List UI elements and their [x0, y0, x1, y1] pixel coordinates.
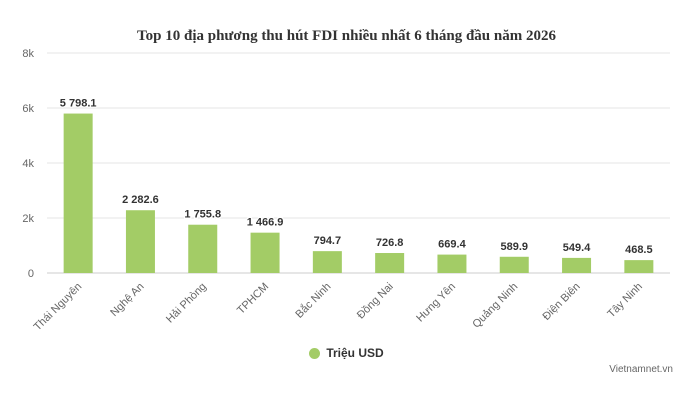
x-tick-label: Điện Biên — [540, 281, 582, 323]
x-tick-label: Quảng Ninh — [470, 281, 520, 331]
x-tick-label: Tây Ninh — [605, 281, 645, 321]
chart-title: Top 10 địa phương thu hút FDI nhiều nhất… — [137, 28, 556, 44]
data-label: 589.9 — [500, 241, 528, 253]
y-tick-label: 6k — [22, 103, 34, 115]
y-tick-label: 8k — [22, 48, 34, 60]
y-axis: 0 2k 4k 6k 8k — [22, 48, 34, 280]
x-tick-label: Nghệ An — [108, 281, 146, 319]
x-tick-label: TPHCM — [235, 281, 271, 317]
data-label: 549.4 — [563, 242, 591, 254]
y-tick-label: 2k — [22, 213, 34, 225]
source-credit: Vietnamnet.vn — [609, 364, 673, 375]
data-label: 1 755.8 — [184, 209, 221, 221]
bar — [188, 224, 218, 273]
bar — [624, 260, 654, 273]
data-label: 1 466.9 — [247, 217, 284, 229]
bar — [437, 254, 467, 273]
data-label: 726.8 — [376, 237, 404, 249]
data-label: 468.5 — [625, 244, 653, 256]
data-label: 669.4 — [438, 239, 466, 251]
bars — [63, 113, 654, 273]
data-label: 794.7 — [314, 235, 342, 247]
x-axis: Thái Nguyên Nghệ An Hải Phòng TPHCM Bắc Ninh… — [32, 280, 645, 333]
x-tick-label: Bắc Ninh — [293, 280, 334, 321]
data-label: 2 282.6 — [122, 194, 159, 206]
data-labels: 5 798.1 2 282.6 1 755.8 1 466.9 794.7 726.8 66… — [59, 96, 654, 257]
bar — [499, 256, 529, 273]
legend-swatch-icon — [309, 347, 321, 359]
x-tick-label: Đồng Nai — [355, 281, 396, 322]
y-tick-label: 0 — [28, 268, 34, 280]
bar — [562, 257, 592, 273]
bar — [63, 113, 93, 273]
bar — [312, 251, 342, 273]
y-tick-label: 4k — [22, 158, 34, 170]
x-tick-label: Hưng Yên — [414, 281, 458, 325]
x-tick-label: Hải Phòng — [164, 281, 209, 326]
x-tick-label: Thái Nguyên — [32, 281, 85, 334]
bar — [375, 253, 405, 273]
legend-label: Triệu USD — [326, 346, 384, 360]
bar — [125, 210, 155, 273]
data-label: 5 798.1 — [60, 98, 97, 110]
legend[interactable]: Triệu USD — [0, 346, 693, 360]
bar — [250, 232, 280, 273]
